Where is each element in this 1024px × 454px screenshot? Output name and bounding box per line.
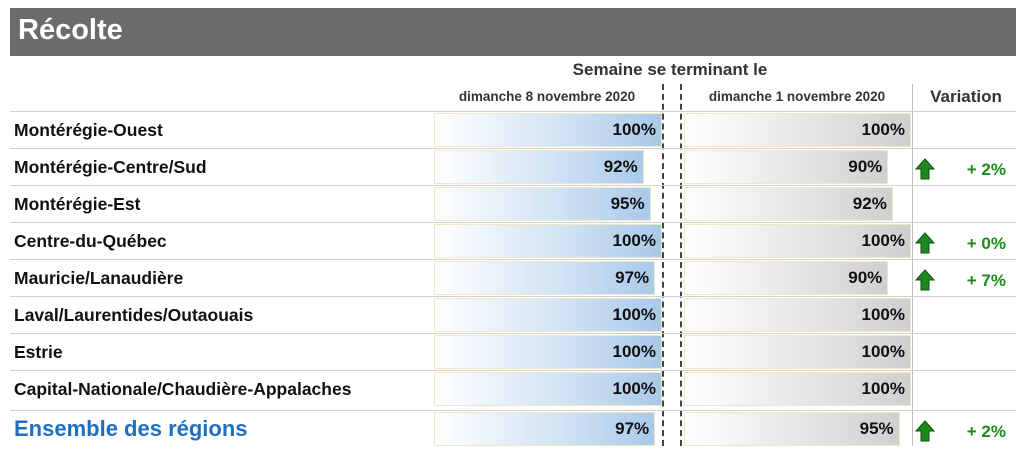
current-week-value: 100% bbox=[612, 305, 656, 324]
region-label: Montérégie-Ouest bbox=[14, 120, 163, 140]
total-label: Ensemble des régions bbox=[14, 416, 248, 441]
page-title: Récolte bbox=[18, 14, 123, 46]
region-label: Laval/Laurentides/Outaouais bbox=[14, 305, 254, 325]
region-label: Centre-du-Québec bbox=[14, 231, 167, 251]
previous-week-bar bbox=[684, 224, 911, 258]
previous-week-value: 100% bbox=[861, 305, 905, 324]
previous-week-bar bbox=[684, 372, 911, 406]
previous-week-value: 92% bbox=[852, 194, 887, 213]
current-week-value: 97% bbox=[615, 419, 650, 438]
title-bar: Récolte bbox=[10, 8, 1016, 56]
row-separator bbox=[10, 333, 1016, 334]
current-week-bar bbox=[434, 261, 656, 295]
current-week-bar bbox=[434, 412, 656, 446]
previous-week-bar bbox=[684, 412, 900, 446]
previous-week-value: 90% bbox=[848, 157, 883, 176]
column-divider bbox=[912, 84, 913, 446]
previous-week-header: dimanche 1 novembre 2020 bbox=[708, 89, 886, 104]
current-week-bar bbox=[434, 187, 651, 221]
row-separator bbox=[10, 410, 1016, 411]
region-label: Capital-Nationale/Chaudière-Appalaches bbox=[14, 379, 352, 399]
current-week-bar bbox=[434, 224, 662, 258]
variation-value: + 2% bbox=[966, 160, 1006, 179]
current-week-value: 100% bbox=[612, 342, 656, 361]
current-week-bar bbox=[434, 372, 662, 406]
row-separator bbox=[10, 222, 1016, 223]
previous-week-value: 100% bbox=[861, 379, 905, 398]
up-arrow-icon bbox=[915, 158, 935, 180]
current-week-bar bbox=[434, 298, 662, 332]
variation-value: + 0% bbox=[966, 234, 1006, 253]
row-separator bbox=[10, 148, 1016, 149]
up-arrow-icon bbox=[915, 269, 935, 291]
previous-week-bar bbox=[684, 113, 911, 147]
up-arrow-icon bbox=[915, 232, 935, 254]
previous-week-bar bbox=[684, 187, 893, 221]
current-week-bar bbox=[434, 150, 644, 184]
current-week-header: dimanche 8 novembre 2020 bbox=[458, 89, 636, 104]
current-week-value: 100% bbox=[612, 231, 656, 250]
previous-week-bar bbox=[684, 298, 911, 332]
column-divider bbox=[680, 84, 682, 446]
previous-week-bar bbox=[684, 261, 889, 295]
column-divider bbox=[662, 84, 664, 446]
row-separator bbox=[10, 296, 1016, 297]
row-separator bbox=[10, 259, 1016, 260]
row-separator bbox=[10, 185, 1016, 186]
current-week-value: 100% bbox=[612, 379, 656, 398]
previous-week-bar bbox=[684, 150, 889, 184]
variation-header: Variation bbox=[930, 87, 1002, 106]
current-week-value: 95% bbox=[610, 194, 645, 213]
current-week-bar bbox=[434, 113, 662, 147]
region-label: Estrie bbox=[14, 342, 63, 362]
previous-week-bar bbox=[684, 335, 911, 369]
current-week-value: 92% bbox=[603, 157, 638, 176]
previous-week-value: 95% bbox=[859, 419, 894, 438]
row-separator bbox=[10, 111, 1016, 112]
current-week-value: 97% bbox=[615, 268, 650, 287]
previous-week-value: 100% bbox=[861, 342, 905, 361]
variation-value: + 2% bbox=[966, 422, 1006, 441]
variation-value: + 7% bbox=[966, 271, 1006, 290]
current-week-value: 100% bbox=[612, 120, 656, 139]
row-separator bbox=[10, 370, 1016, 371]
previous-week-value: 100% bbox=[861, 120, 905, 139]
region-label: Montérégie-Est bbox=[14, 194, 141, 214]
up-arrow-icon bbox=[915, 420, 935, 442]
previous-week-value: 90% bbox=[848, 268, 883, 287]
week-header: Semaine se terminant le bbox=[572, 60, 768, 79]
region-label: Montérégie-Centre/Sud bbox=[14, 157, 207, 177]
previous-week-value: 100% bbox=[861, 231, 905, 250]
current-week-bar bbox=[434, 335, 662, 369]
region-label: Mauricie/Lanaudière bbox=[14, 268, 184, 288]
